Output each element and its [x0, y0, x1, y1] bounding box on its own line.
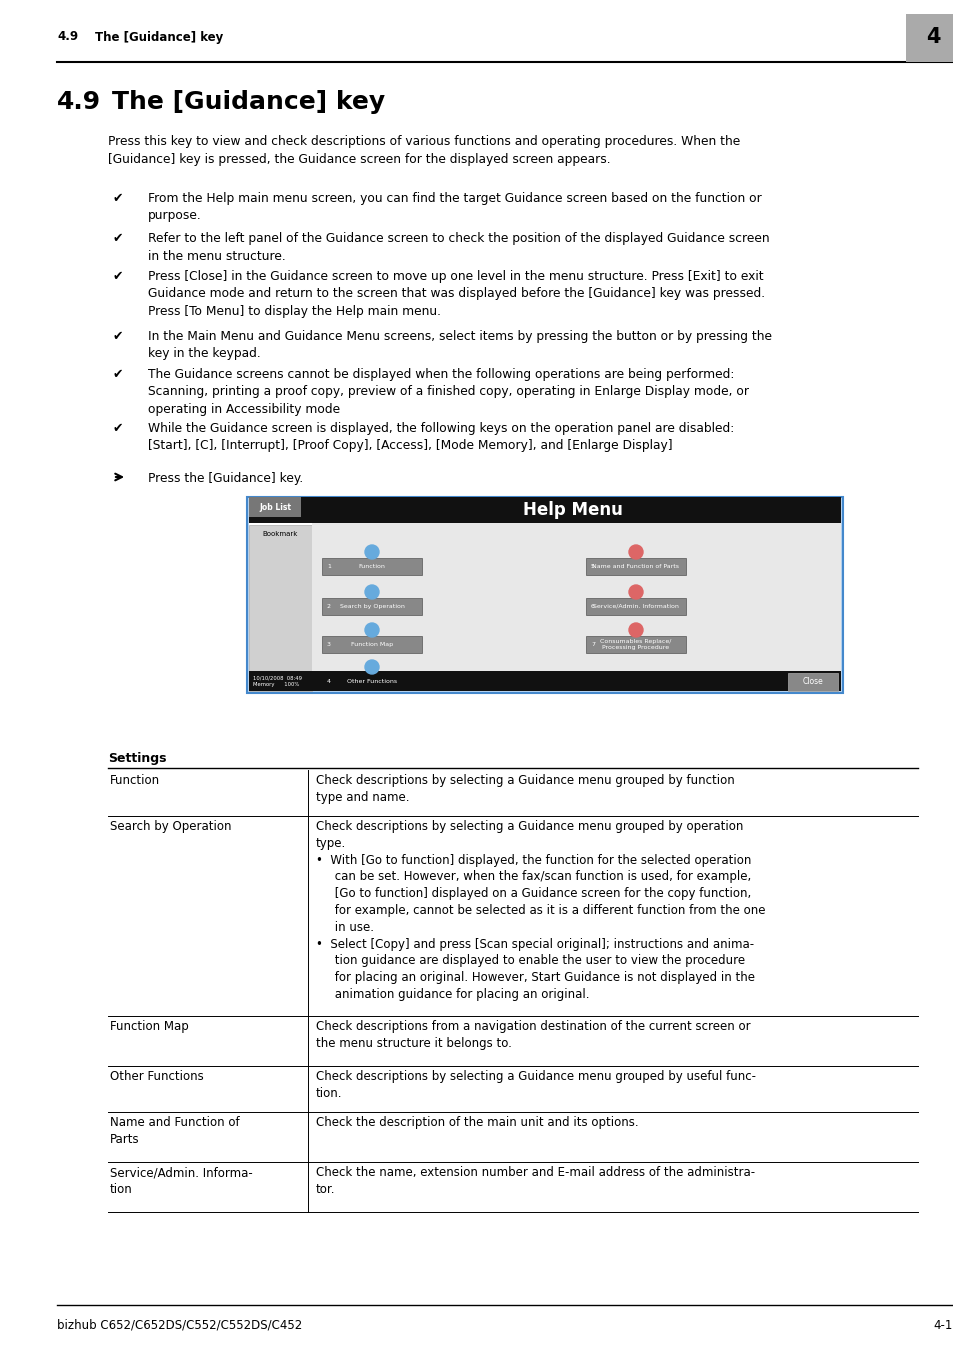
Text: 7: 7: [590, 643, 595, 647]
Bar: [247, 497, 842, 693]
Bar: [249, 671, 841, 691]
Text: Search by Operation: Search by Operation: [110, 819, 232, 833]
Text: Settings: Settings: [108, 752, 167, 765]
Text: 10/10/2008  08:49
Memory      100%: 10/10/2008 08:49 Memory 100%: [253, 675, 302, 687]
Text: The [Guidance] key: The [Guidance] key: [95, 31, 223, 43]
Circle shape: [628, 545, 642, 559]
Text: The [Guidance] key: The [Guidance] key: [112, 90, 385, 113]
Text: Check descriptions from a navigation destination of the current screen or
the me: Check descriptions from a navigation des…: [315, 1021, 750, 1050]
Bar: [585, 636, 685, 653]
Text: Refer to the left panel of the Guidance screen to check the position of the disp: Refer to the left panel of the Guidance …: [148, 232, 769, 262]
Text: Consumables Replace/
Processing Procedure: Consumables Replace/ Processing Procedur…: [599, 639, 671, 649]
Text: The Guidance screens cannot be displayed when the following operations are being: The Guidance screens cannot be displayed…: [148, 369, 748, 416]
Bar: [585, 558, 685, 575]
Text: ✔: ✔: [112, 192, 123, 205]
Text: 5: 5: [590, 564, 595, 568]
Text: Search by Operation: Search by Operation: [339, 603, 404, 609]
Text: Function Map: Function Map: [351, 643, 393, 647]
Bar: [322, 636, 421, 653]
Text: Press the [Guidance] key.: Press the [Guidance] key.: [148, 472, 303, 485]
Text: Service/Admin. Informa-
tion: Service/Admin. Informa- tion: [110, 1166, 253, 1196]
Text: 6: 6: [590, 603, 595, 609]
Text: ✔: ✔: [112, 232, 123, 244]
Text: 4: 4: [327, 679, 331, 684]
Bar: [585, 598, 685, 616]
Text: Press this key to view and check descriptions of various functions and operating: Press this key to view and check descrip…: [108, 135, 740, 166]
Text: Check descriptions by selecting a Guidance menu grouped by operation
type.
•  Wi: Check descriptions by selecting a Guidan…: [315, 819, 764, 1000]
Text: Other Functions: Other Functions: [347, 679, 396, 684]
Text: Function Map: Function Map: [110, 1021, 189, 1033]
Text: Name and Function of Parts: Name and Function of Parts: [592, 564, 679, 568]
Text: Function: Function: [110, 774, 160, 787]
Text: Other Functions: Other Functions: [110, 1071, 204, 1083]
Bar: [905, 14, 953, 62]
Text: Press [Close] in the Guidance screen to move up one level in the menu structure.: Press [Close] in the Guidance screen to …: [148, 270, 764, 319]
Text: Service/Admin. Information: Service/Admin. Information: [593, 603, 679, 609]
Text: ✔: ✔: [112, 369, 123, 381]
Text: ✔: ✔: [112, 423, 123, 435]
Bar: [249, 497, 301, 517]
Text: 1: 1: [327, 564, 331, 568]
Circle shape: [628, 622, 642, 637]
Text: 2: 2: [327, 603, 331, 609]
Text: bizhub C652/C652DS/C552/C552DS/C452: bizhub C652/C652DS/C552/C552DS/C452: [57, 1319, 302, 1332]
Bar: [312, 522, 841, 674]
Text: Function: Function: [358, 564, 385, 568]
Bar: [322, 598, 421, 616]
Circle shape: [365, 622, 378, 637]
Text: ✔: ✔: [112, 329, 123, 343]
Text: Check descriptions by selecting a Guidance menu grouped by function
type and nam: Check descriptions by selecting a Guidan…: [315, 774, 734, 803]
Text: 4: 4: [924, 27, 940, 47]
Text: Help Menu: Help Menu: [522, 501, 622, 518]
Text: Job List: Job List: [258, 502, 291, 512]
Circle shape: [365, 585, 378, 599]
Bar: [249, 525, 312, 691]
Bar: [322, 674, 421, 690]
Text: Close: Close: [801, 678, 822, 687]
Circle shape: [628, 585, 642, 599]
Text: 3: 3: [327, 643, 331, 647]
Text: 4.9: 4.9: [57, 90, 101, 113]
Text: Check the name, extension number and E-mail address of the administra-
tor.: Check the name, extension number and E-m…: [315, 1166, 755, 1196]
Bar: [249, 497, 841, 522]
Bar: [322, 558, 421, 575]
Circle shape: [365, 545, 378, 559]
Text: From the Help main menu screen, you can find the target Guidance screen based on: From the Help main menu screen, you can …: [148, 192, 760, 223]
Circle shape: [365, 660, 378, 674]
Text: While the Guidance screen is displayed, the following keys on the operation pane: While the Guidance screen is displayed, …: [148, 423, 734, 452]
Text: Bookmark: Bookmark: [262, 531, 298, 537]
Bar: [787, 674, 837, 691]
Text: In the Main Menu and Guidance Menu screens, select items by pressing the button : In the Main Menu and Guidance Menu scree…: [148, 329, 771, 360]
Text: Check the description of the main unit and its options.: Check the description of the main unit a…: [315, 1116, 638, 1129]
Text: Name and Function of
Parts: Name and Function of Parts: [110, 1116, 239, 1146]
Text: 4.9: 4.9: [57, 31, 78, 43]
Text: Check descriptions by selecting a Guidance menu grouped by useful func-
tion.: Check descriptions by selecting a Guidan…: [315, 1071, 755, 1100]
Bar: [249, 500, 841, 691]
Text: 4-15: 4-15: [932, 1319, 953, 1332]
Text: ✔: ✔: [112, 270, 123, 284]
